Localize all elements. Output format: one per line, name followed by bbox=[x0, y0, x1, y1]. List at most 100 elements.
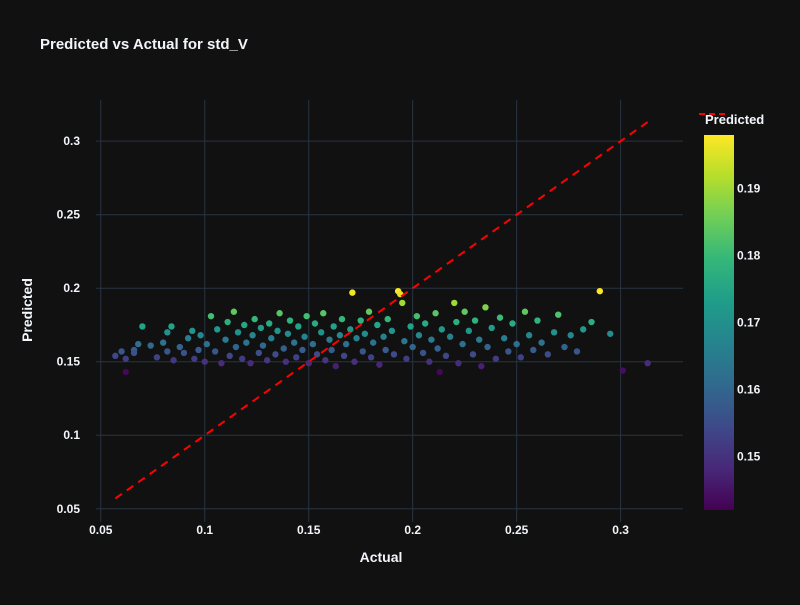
data-point bbox=[176, 343, 183, 351]
data-point bbox=[336, 332, 344, 339]
data-point bbox=[293, 354, 300, 361]
data-point bbox=[446, 333, 454, 340]
data-point bbox=[399, 299, 406, 307]
data-point bbox=[268, 335, 275, 342]
data-point bbox=[180, 349, 188, 357]
data-point bbox=[299, 346, 306, 354]
data-point bbox=[247, 359, 254, 367]
data-point bbox=[530, 346, 537, 354]
data-point bbox=[197, 332, 204, 339]
data-point bbox=[303, 312, 310, 320]
data-point bbox=[274, 327, 281, 335]
data-point bbox=[517, 354, 525, 361]
x-tick-label: 0.3 bbox=[612, 523, 629, 537]
data-point bbox=[453, 318, 460, 326]
data-point bbox=[426, 358, 433, 365]
data-point bbox=[432, 310, 439, 317]
data-point bbox=[567, 332, 574, 339]
data-point bbox=[588, 318, 595, 326]
x-tick-label: 0.25 bbox=[505, 523, 529, 537]
data-point bbox=[353, 335, 360, 342]
data-point bbox=[644, 359, 651, 367]
data-point bbox=[153, 354, 161, 361]
data-point bbox=[401, 337, 408, 345]
data-point bbox=[222, 336, 229, 343]
data-point bbox=[555, 311, 562, 318]
data-point bbox=[284, 330, 292, 337]
data-point bbox=[525, 332, 533, 339]
x-tick-label: 0.2 bbox=[404, 523, 421, 537]
data-point bbox=[496, 314, 504, 321]
data-point bbox=[361, 330, 369, 337]
colorbar-ticks: 0.15 0.16 0.17 0.18 0.19 bbox=[737, 182, 761, 464]
data-point bbox=[544, 351, 552, 358]
data-point bbox=[561, 343, 568, 351]
data-point bbox=[159, 339, 167, 346]
x-axis-label: Actual bbox=[360, 549, 403, 565]
data-point bbox=[266, 320, 273, 327]
data-point bbox=[122, 368, 129, 376]
data-point bbox=[320, 310, 327, 317]
data-point bbox=[243, 339, 250, 346]
data-point bbox=[224, 318, 231, 326]
data-point bbox=[340, 352, 348, 360]
data-point bbox=[359, 348, 366, 355]
data-point bbox=[317, 329, 325, 336]
data-point bbox=[442, 352, 450, 360]
data-point bbox=[382, 346, 389, 354]
data-point bbox=[521, 308, 529, 315]
x-tick-label: 0.1 bbox=[196, 523, 213, 537]
data-point bbox=[290, 339, 298, 346]
data-point bbox=[534, 317, 541, 324]
data-point bbox=[380, 333, 387, 340]
data-point bbox=[189, 327, 196, 335]
data-point bbox=[135, 340, 142, 348]
data-point bbox=[241, 321, 248, 329]
data-point bbox=[455, 359, 462, 367]
data-point bbox=[573, 348, 581, 355]
y-axis-label: Predicted bbox=[19, 278, 35, 342]
data-point bbox=[232, 343, 240, 351]
data-point bbox=[365, 308, 373, 315]
data-point bbox=[471, 317, 479, 324]
data-point bbox=[286, 317, 294, 324]
data-point bbox=[513, 340, 520, 348]
data-point bbox=[311, 320, 319, 327]
data-point bbox=[330, 323, 337, 330]
data-point bbox=[476, 336, 483, 343]
data-point bbox=[596, 287, 604, 295]
data-point bbox=[282, 358, 290, 365]
data-point bbox=[388, 327, 396, 335]
colorbar-title: Predicted bbox=[705, 112, 764, 127]
data-point bbox=[459, 340, 466, 348]
y-tick-label: 0.05 bbox=[57, 502, 81, 516]
data-point bbox=[280, 345, 287, 352]
data-point bbox=[147, 342, 154, 349]
data-point bbox=[301, 333, 308, 340]
data-point bbox=[607, 330, 614, 337]
data-point bbox=[357, 317, 364, 324]
data-point bbox=[492, 355, 500, 362]
data-point bbox=[415, 332, 423, 339]
data-point bbox=[409, 343, 416, 351]
data-point bbox=[550, 329, 558, 336]
data-point bbox=[263, 357, 271, 364]
y-tick-label: 0.25 bbox=[57, 208, 81, 222]
x-tick-label: 0.05 bbox=[89, 523, 113, 537]
data-point bbox=[338, 315, 346, 323]
data-point bbox=[214, 326, 221, 333]
data-point bbox=[184, 335, 192, 342]
data-point bbox=[322, 357, 329, 364]
data-point bbox=[211, 348, 219, 355]
data-point bbox=[201, 358, 208, 365]
data-point bbox=[326, 336, 333, 343]
data-point bbox=[469, 351, 477, 358]
data-point bbox=[230, 308, 238, 315]
data-point bbox=[434, 345, 441, 352]
data-point bbox=[164, 348, 171, 355]
data-point bbox=[500, 335, 508, 342]
data-point bbox=[419, 349, 427, 357]
data-point bbox=[309, 340, 317, 348]
data-point bbox=[579, 326, 587, 333]
data-point bbox=[436, 368, 443, 376]
